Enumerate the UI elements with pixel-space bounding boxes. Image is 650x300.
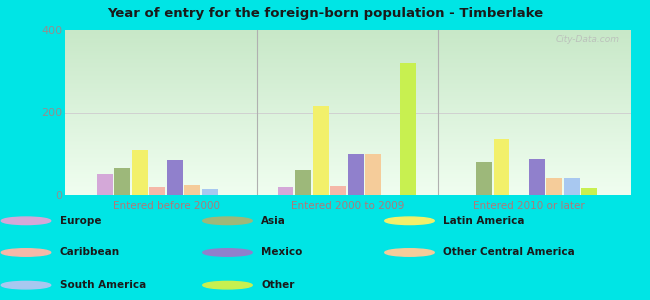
Bar bbox=[167, 160, 183, 195]
Text: Other Central America: Other Central America bbox=[443, 248, 575, 257]
Bar bbox=[295, 170, 311, 195]
Bar bbox=[528, 159, 545, 195]
Text: City-Data.com: City-Data.com bbox=[555, 35, 619, 44]
Bar bbox=[564, 178, 580, 195]
Circle shape bbox=[203, 281, 252, 289]
Bar bbox=[97, 174, 112, 195]
Circle shape bbox=[203, 217, 252, 225]
Text: Europe: Europe bbox=[60, 216, 101, 226]
Circle shape bbox=[385, 217, 434, 225]
Text: Year of entry for the foreign-born population - Timberlake: Year of entry for the foreign-born popul… bbox=[107, 8, 543, 20]
Circle shape bbox=[1, 281, 51, 289]
Circle shape bbox=[203, 249, 252, 256]
Text: Asia: Asia bbox=[261, 216, 286, 226]
Bar bbox=[476, 162, 492, 195]
Circle shape bbox=[1, 217, 51, 225]
Bar bbox=[365, 154, 381, 195]
Bar bbox=[185, 185, 200, 195]
Bar bbox=[493, 139, 510, 195]
Bar bbox=[546, 178, 562, 195]
Text: Caribbean: Caribbean bbox=[60, 248, 120, 257]
Bar bbox=[202, 189, 218, 195]
Text: Other: Other bbox=[261, 280, 294, 290]
Circle shape bbox=[385, 249, 434, 256]
Bar bbox=[400, 63, 416, 195]
Bar bbox=[132, 150, 148, 195]
Text: Latin America: Latin America bbox=[443, 216, 525, 226]
Bar bbox=[150, 187, 165, 195]
Bar bbox=[278, 187, 293, 195]
Bar bbox=[348, 154, 363, 195]
Text: South America: South America bbox=[60, 280, 146, 290]
Circle shape bbox=[1, 249, 51, 256]
Text: Mexico: Mexico bbox=[261, 248, 303, 257]
Bar bbox=[313, 106, 328, 195]
Bar bbox=[114, 168, 130, 195]
Bar bbox=[581, 188, 597, 195]
Bar bbox=[330, 186, 346, 195]
